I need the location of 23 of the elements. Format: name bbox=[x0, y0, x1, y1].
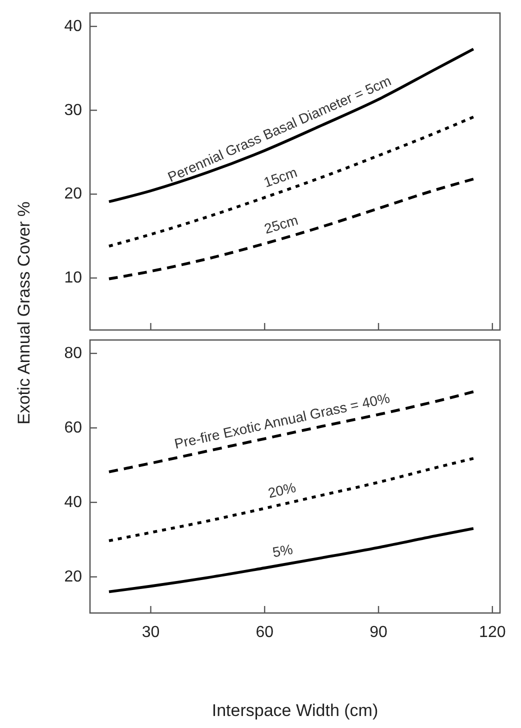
y-tick-label: 10 bbox=[64, 270, 82, 287]
line-series bbox=[108, 457, 475, 542]
y-tick-label: 20 bbox=[64, 568, 82, 586]
y-tick-label: 40 bbox=[64, 494, 82, 511]
x-axis-title: Interspace Width (cm) bbox=[212, 701, 378, 720]
line-series bbox=[108, 390, 475, 474]
y-tick-label: 60 bbox=[64, 419, 82, 436]
y-tick-label: 20 bbox=[64, 186, 82, 203]
annotation: 5% bbox=[271, 540, 294, 560]
y-tick-label: 40 bbox=[64, 18, 82, 35]
x-tick-label: 90 bbox=[370, 624, 388, 641]
y-tick-label: 30 bbox=[64, 102, 82, 119]
x-tick-label: 120 bbox=[479, 624, 506, 641]
x-tick-label: 30 bbox=[142, 624, 160, 641]
annotation: Pre-fire Exotic Annual Grass = 40% bbox=[172, 390, 392, 452]
annotation: 15cm bbox=[262, 164, 300, 190]
y-axis-title: Exotic Annual Grass Cover % bbox=[14, 202, 34, 424]
x-tick-label: 60 bbox=[256, 624, 274, 641]
annotation: 25cm bbox=[262, 212, 300, 237]
line-series bbox=[108, 48, 475, 204]
annotation: 20% bbox=[266, 479, 298, 501]
y-tick-label: 80 bbox=[64, 344, 82, 362]
line-series bbox=[108, 527, 475, 594]
